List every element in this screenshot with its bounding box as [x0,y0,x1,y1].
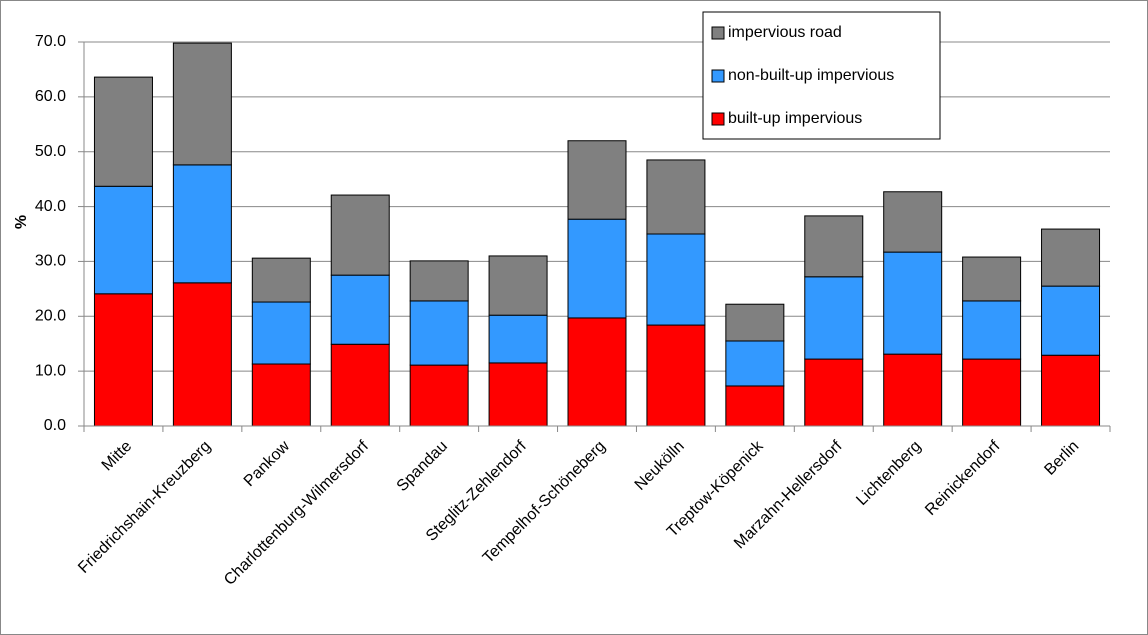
bar-segment [567,218,627,319]
y-tick-label: 60.0 [35,88,66,105]
bar-segment [883,251,943,355]
bar-segment [725,303,785,342]
bar-segment [567,140,627,220]
bar-segment [804,215,864,278]
y-tick-label: 40.0 [35,198,66,215]
bar-segment [330,194,390,276]
bar-segment [488,314,548,364]
y-tick-label: 50.0 [35,143,66,160]
bar-segment [883,191,943,253]
bar-segment [962,300,1022,360]
bar-segment [725,385,785,427]
bar-segment [251,301,311,365]
bar-segment [1041,228,1101,287]
y-tick-label: 70.0 [35,33,66,50]
bar-segment [1041,285,1101,356]
bar-segment [251,363,311,427]
y-tick-label: 0.0 [44,417,66,434]
bar-segment [567,317,627,427]
legend-swatch [711,26,725,40]
bar-segment [409,300,469,366]
y-tick-label: 30.0 [35,253,66,270]
bar-segment [646,159,706,235]
bar-segment [172,282,232,427]
y-axis-label: % [13,215,30,229]
bar-segment [488,362,548,427]
bar-segment [172,42,232,166]
bar-segment [962,256,1022,302]
bar-segment [646,233,706,326]
legend-label: impervious road [728,24,842,41]
bar-segment [804,358,864,427]
legend-label: built-up impervious [728,110,862,127]
bar-segment [409,260,469,302]
legend-box [702,11,941,140]
legend-swatch [711,112,725,126]
bar-segment [1041,354,1101,427]
bar-segment [725,340,785,387]
bar-segment [330,343,390,427]
bar-segment [93,76,153,187]
bar-segment [804,276,864,360]
bar-segment [488,255,548,316]
y-tick-label: 10.0 [35,362,66,379]
legend-swatch [711,69,725,83]
bar-segment [330,274,390,345]
bar-segment [172,164,232,284]
bar-segment [251,257,311,303]
bar-segment [93,293,153,427]
y-tick-label: 20.0 [35,308,66,325]
bar-segment [962,358,1022,427]
bar-segment [883,353,943,427]
bar-segment [409,364,469,427]
bar-segment [93,185,153,295]
bar-segment [646,324,706,427]
legend-label: non-built-up impervious [728,67,894,84]
